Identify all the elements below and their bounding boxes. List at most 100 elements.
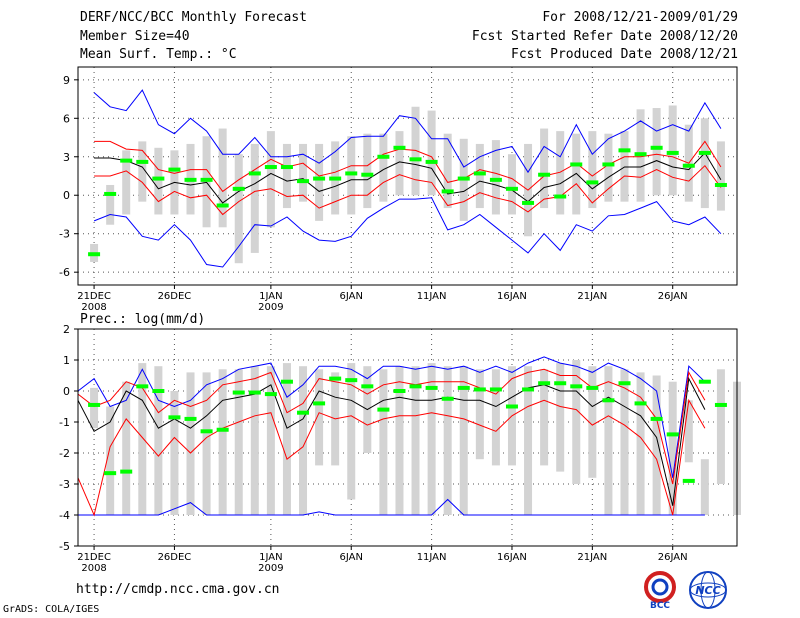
spread-box: [90, 387, 99, 429]
median-marker: [297, 179, 310, 184]
median-marker: [586, 180, 599, 185]
spread-box: [716, 369, 725, 484]
x-tick-label: 26DEC: [158, 552, 192, 563]
y-tick-label: -6: [59, 266, 70, 279]
median-marker: [280, 165, 293, 170]
lower-extreme-line: [93, 197, 722, 268]
median-marker: [505, 186, 518, 191]
median-marker: [393, 145, 406, 150]
spread-box: [459, 366, 468, 515]
spread-box: [282, 143, 291, 209]
median-marker: [345, 171, 358, 176]
median-marker: [682, 478, 695, 483]
y-tick-label: -5: [59, 540, 70, 553]
median-marker: [473, 171, 486, 176]
spread-box: [202, 372, 211, 515]
spread-box: [620, 369, 629, 515]
chart-title: DERF/NCC/BCC Monthly Forecast: [80, 10, 307, 25]
spread-box: [138, 363, 147, 515]
median-marker: [473, 387, 486, 392]
median-marker: [200, 429, 213, 434]
median-marker: [522, 387, 535, 392]
median-marker: [184, 177, 197, 182]
median-marker: [216, 203, 229, 208]
x-tick-label: 26JAN: [658, 552, 688, 563]
x-tick-year: 2008: [81, 563, 106, 574]
median-marker: [441, 396, 454, 401]
upper-extreme-line: [93, 89, 722, 174]
x-tick-year: 2009: [258, 302, 283, 313]
median-marker: [457, 176, 470, 181]
x-tick-label: 6JAN: [340, 552, 363, 563]
spread-box: [700, 118, 709, 209]
member-size: Member Size=40: [80, 29, 190, 44]
y-tick-label: -4: [59, 509, 70, 522]
spread-box: [572, 360, 581, 484]
spread-box: [299, 143, 308, 202]
median-marker: [682, 163, 695, 168]
spread-box: [668, 105, 677, 196]
x-tick-label: 26JAN: [658, 291, 688, 302]
spread-box: [266, 366, 275, 515]
upper-spread-line: [94, 140, 722, 193]
x-tick-label: 21DEC: [77, 552, 111, 563]
median-marker: [248, 390, 261, 395]
x-tick-year: 2009: [258, 563, 283, 574]
median-marker: [425, 385, 438, 390]
spread-box: [427, 110, 436, 196]
ncc-logo-text: NCC: [695, 584, 720, 597]
spread-box: [491, 369, 500, 466]
median-marker: [698, 379, 711, 384]
median-marker: [120, 469, 133, 474]
y-tick-label: -2: [59, 447, 70, 460]
y-tick-label: 2: [63, 323, 70, 336]
median-marker: [538, 172, 551, 177]
median-marker: [361, 384, 374, 389]
median-marker: [457, 385, 470, 390]
x-tick-label: 21DEC: [77, 291, 111, 302]
spread-box: [395, 366, 404, 515]
spread-box: [106, 184, 115, 225]
spread-box: [106, 406, 115, 515]
spread-box: [604, 366, 613, 515]
median-marker: [377, 407, 390, 412]
median-marker: [714, 182, 727, 187]
spread-box: [395, 131, 404, 196]
spread-box: [716, 141, 725, 211]
plot-frame: [77, 66, 738, 286]
median-marker: [216, 427, 229, 432]
spread-box: [572, 133, 581, 215]
spread-box: [315, 143, 324, 221]
variable-label: Mean Surf. Temp.: °C: [80, 47, 237, 62]
spread-box: [636, 372, 645, 515]
spread-box: [588, 131, 597, 209]
spread-box: [315, 369, 324, 466]
spread-box: [170, 391, 179, 515]
median-marker: [232, 186, 245, 191]
spread-box: [620, 131, 629, 202]
spread-box: [700, 459, 709, 515]
spread-box: [122, 381, 131, 515]
median-marker: [377, 154, 390, 159]
spread-box: [266, 131, 275, 228]
source-url[interactable]: http://cmdp.ncc.cma.gov.cn: [76, 582, 280, 597]
median-marker: [168, 167, 181, 172]
median-marker: [489, 387, 502, 392]
spread-box: [250, 366, 259, 515]
median-marker: [313, 176, 326, 181]
median-marker: [200, 177, 213, 182]
median-marker: [570, 384, 583, 389]
spread-box: [154, 366, 163, 515]
spread-box: [668, 381, 677, 515]
median-marker: [634, 152, 647, 157]
spread-box: [138, 141, 147, 202]
bcc-logo-text: BCC: [650, 601, 670, 610]
spread-box: [507, 154, 516, 215]
spread-box: [443, 133, 452, 209]
spread-box: [122, 150, 131, 215]
spread-box: [427, 363, 436, 515]
x-tick-label: 21JAN: [577, 291, 607, 302]
